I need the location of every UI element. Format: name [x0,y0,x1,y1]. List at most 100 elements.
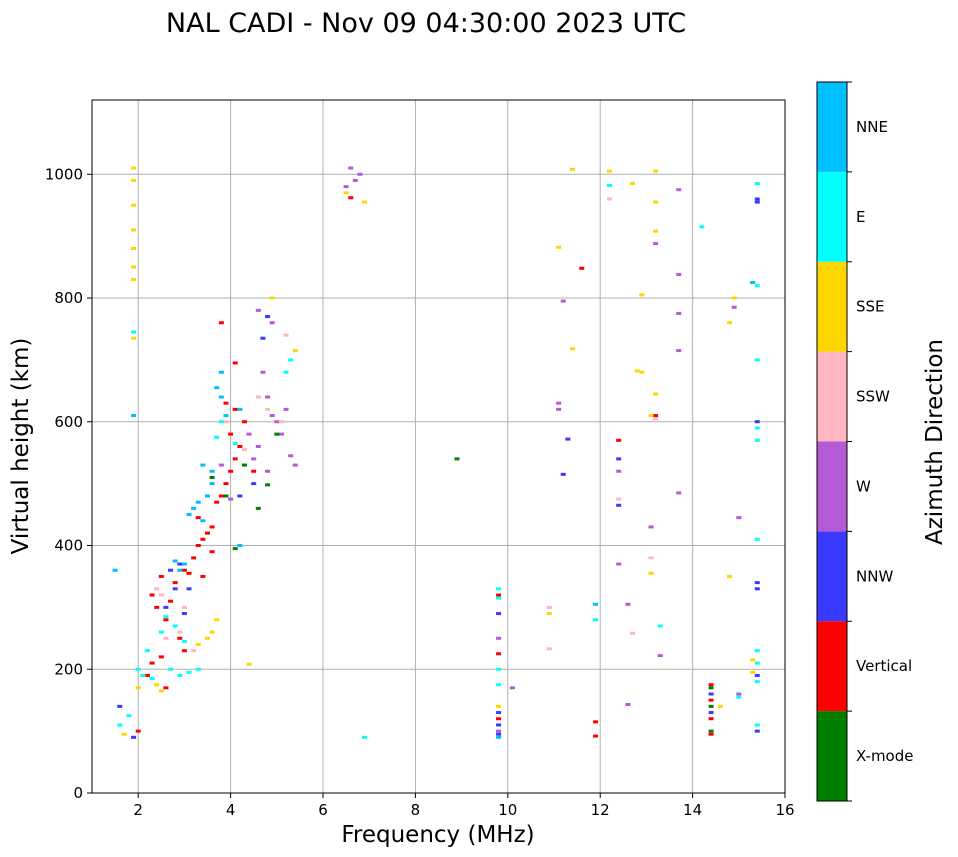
data-point [352,178,358,182]
data-point [154,587,160,591]
data-point [177,636,183,640]
series-vertical [135,196,714,738]
data-point [362,735,368,739]
data-point [209,469,215,473]
data-point [754,723,760,727]
data-point [265,315,271,319]
data-point [218,395,224,399]
data-point [218,370,224,374]
data-point [209,525,215,529]
data-point [228,432,234,436]
data-point [496,636,502,640]
x-tick-label: 14 [683,801,702,819]
data-point [117,723,123,727]
data-point [158,593,164,597]
data-point [223,494,229,498]
data-point [251,457,257,461]
data-point [292,349,298,353]
colorbar: X-mode Vertical NNW W SSW SSE E NNE [817,81,913,802]
data-point [556,401,562,405]
data-point [708,732,714,736]
data-point [556,407,562,411]
colorbar-category-label: X-mode [856,747,913,765]
data-point [177,673,183,677]
data-point [135,686,141,690]
data-point [754,680,760,684]
data-point [251,469,257,473]
x-tick-label: 12 [591,801,610,819]
data-point [191,649,197,653]
data-point [246,432,252,436]
data-point [154,605,160,609]
data-point [205,494,210,498]
data-point [121,732,127,736]
data-point [496,593,502,597]
data-point [288,454,294,458]
data-point [260,370,266,374]
data-point [699,225,705,229]
colorbar-category-label: SSE [856,298,885,316]
series-e [117,182,760,739]
data-point [265,407,271,411]
data-point [135,667,141,671]
data-point [496,683,502,687]
data-point [593,602,599,606]
data-point [274,432,280,436]
data-point [200,463,206,467]
colorbar-segment [817,711,847,801]
plot-frame [91,99,786,794]
data-point [750,658,756,662]
data-point [218,420,224,424]
colorbar-segment [817,261,847,352]
data-point [209,630,215,634]
colorbar-category-label: NNE [856,118,888,136]
data-point [727,574,733,578]
data-point [593,720,599,724]
data-point [496,732,502,736]
data-point [195,667,201,671]
data-point [750,281,756,285]
data-point [195,516,201,520]
colorbar-segment [817,351,847,442]
data-point [283,407,289,411]
data-point [657,654,663,658]
data-point [496,723,502,727]
data-point [546,647,552,651]
data-point [260,336,266,340]
data-point [616,457,622,461]
data-point [754,358,760,362]
data-point [708,711,714,715]
data-point [283,333,289,337]
data-point [149,661,155,665]
data-point [140,673,146,677]
series-nnw [117,197,760,739]
data-point [158,689,164,693]
data-point [237,494,243,498]
colorbar-segment [817,82,847,172]
data-point [172,559,178,563]
data-point [131,330,137,334]
y-tick-label: 200 [54,660,83,678]
data-point [754,420,760,424]
data-point [639,370,645,374]
data-point [343,185,349,189]
data-point [149,593,155,597]
data-point [736,692,742,696]
data-point [181,612,187,616]
data-point [348,166,354,170]
data-point [195,643,201,646]
data-point [131,414,137,418]
data-point [496,717,502,721]
data-point [676,188,682,192]
series-x-mode [209,432,714,733]
data-point [496,652,502,656]
data-point [186,513,192,517]
data-point [630,182,636,186]
colorbar-frame [816,81,848,802]
data-point [218,494,224,498]
x-tick-label: 4 [226,801,236,819]
x-tick-label: 10 [498,801,517,819]
gridlines [92,100,785,793]
colorbar-category-label: Vertical [856,657,912,675]
data-point [560,472,566,476]
